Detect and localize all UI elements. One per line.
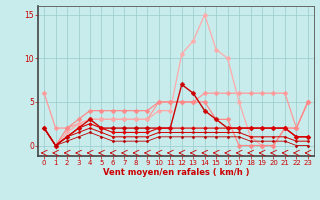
X-axis label: Vent moyen/en rafales ( km/h ): Vent moyen/en rafales ( km/h ) (103, 168, 249, 177)
